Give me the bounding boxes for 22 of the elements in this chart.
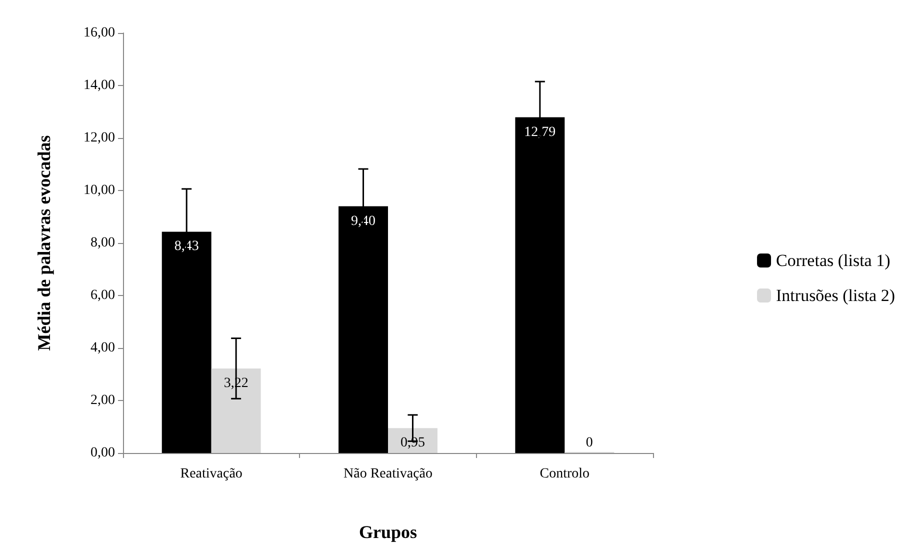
y-tick-label: 10,00 xyxy=(84,183,115,198)
y-tick-label: 6,00 xyxy=(90,288,115,303)
legend-label: Corretas (lista 1) xyxy=(776,251,890,270)
y-tick-label: 14,00 xyxy=(84,78,115,93)
y-tick-label: 8,00 xyxy=(90,236,115,250)
x-tick-label: Reativação xyxy=(180,466,242,482)
data-label: 0 xyxy=(586,436,593,450)
legend-label: Intrusões (lista 2) xyxy=(776,286,896,305)
bar xyxy=(388,428,438,453)
y-tick-label: 0,00 xyxy=(90,446,115,460)
y-tick-label: 16,00 xyxy=(84,26,115,40)
x-tick-label: Controlo xyxy=(540,466,590,482)
y-tick-label: 12,00 xyxy=(84,130,115,146)
data-label: 8,43 xyxy=(174,239,199,254)
x-axis-title: Grupos xyxy=(358,522,418,542)
y-tick-label: 2,00 xyxy=(90,393,115,408)
data-label: 12,79 xyxy=(524,124,556,140)
y-tick-label: 4,00 xyxy=(90,340,115,356)
bar xyxy=(211,368,261,453)
data-label: 9,40 xyxy=(351,214,376,229)
x-tick-label: Não Reativação xyxy=(343,466,433,482)
y-axis-title: Média de palavras evocadas xyxy=(34,135,54,351)
